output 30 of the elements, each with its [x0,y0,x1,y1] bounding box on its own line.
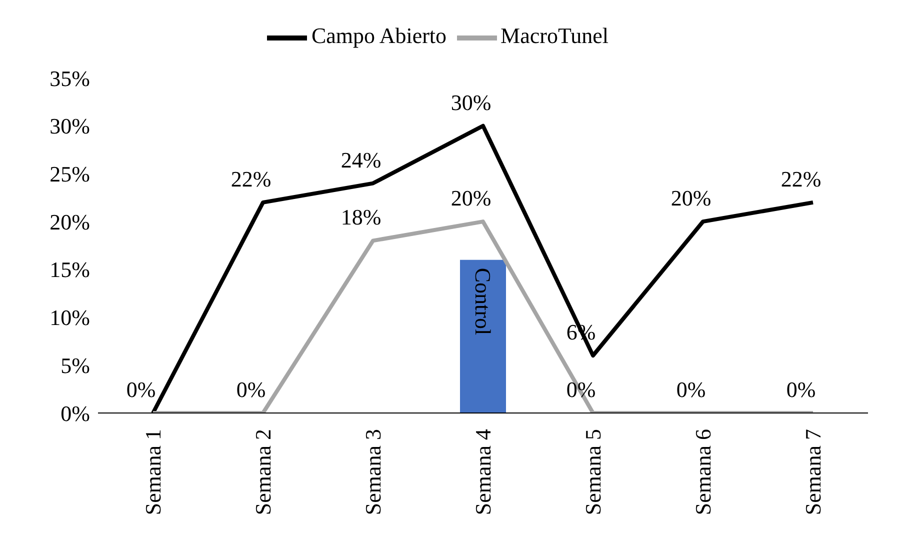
data-label: 24% [340,147,382,172]
data-label: 18% [340,204,382,230]
data-label: 0% [676,377,706,402]
x-tick-label: Semana 3 [360,429,386,516]
y-tick-label: 25% [50,162,90,187]
data-label: 0% [566,377,596,402]
y-tick-label: 20% [50,209,90,234]
data-label: 22% [230,166,272,192]
x-tick-label: Semana 5 [580,429,606,516]
data-label: 20% [450,186,492,211]
y-tick-label: 15% [50,257,90,282]
y-tick-label: 10% [50,305,90,330]
x-tick-label: Semana 2 [250,429,276,516]
data-label: 20% [670,186,712,211]
x-tick-label: Semana 4 [470,429,496,516]
x-tick-label: Semana 1 [140,429,166,516]
data-label: 22% [780,166,822,192]
data-label: Control [470,268,496,336]
y-tick-label: 35% [50,66,90,91]
data-label: 0% [236,377,266,402]
y-tick-label: 0% [60,400,90,426]
x-tick-label: Semana 7 [800,429,826,516]
data-label: 0% [126,377,156,402]
data-label: 30% [450,90,492,115]
legend-label: MacroTunel [500,23,608,48]
x-tick-label: Semana 6 [690,429,716,516]
legend-label: Campo Abierto [311,23,447,48]
y-tick-label: 5% [60,352,90,378]
data-label: 0% [786,377,816,402]
y-tick-label: 30% [50,114,90,139]
